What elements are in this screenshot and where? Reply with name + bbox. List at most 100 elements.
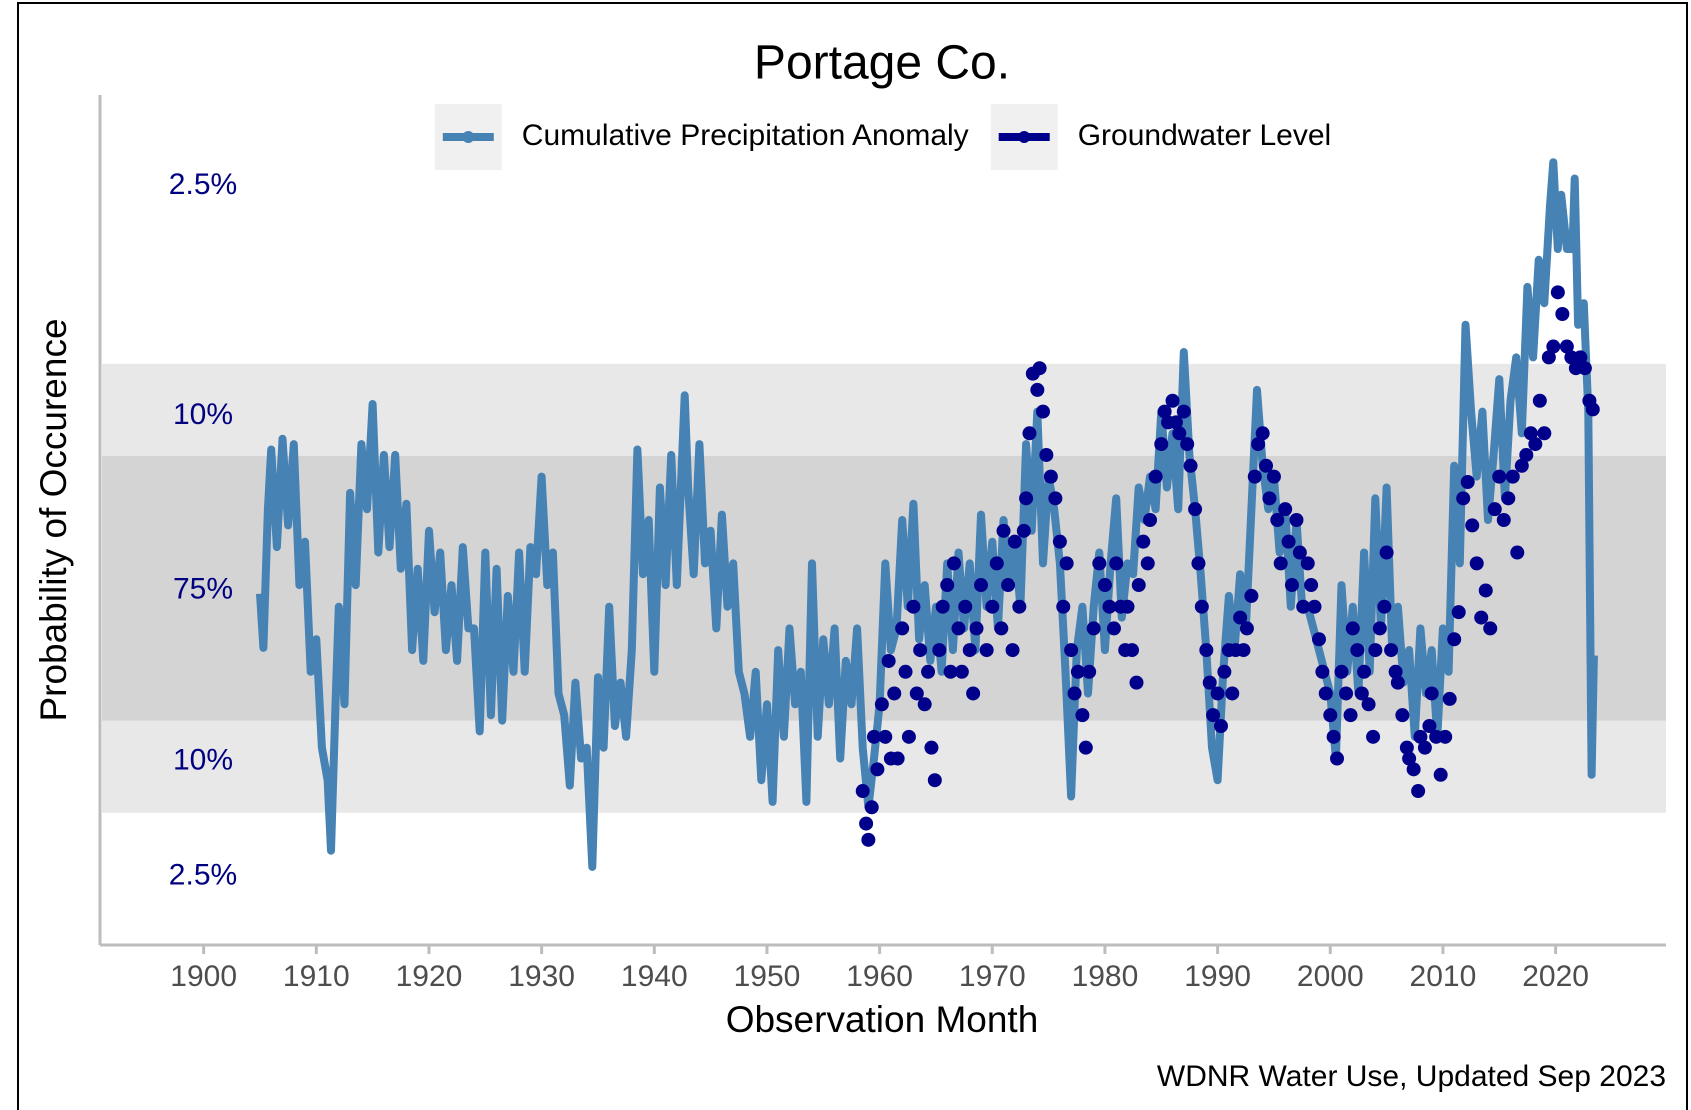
groundwater-point (1124, 643, 1139, 658)
groundwater-point (866, 729, 881, 744)
groundwater-point (927, 773, 942, 788)
groundwater-point (1451, 605, 1466, 620)
y-tick-label: 75% (173, 572, 233, 605)
groundwater-point (1067, 686, 1082, 701)
groundwater-point (1052, 534, 1067, 549)
groundwater-point (1300, 556, 1315, 571)
groundwater-point (1102, 599, 1117, 614)
groundwater-point (1148, 469, 1163, 484)
groundwater-point (1487, 502, 1502, 517)
groundwater-point (962, 643, 977, 658)
groundwater-point (1399, 740, 1414, 755)
groundwater-point (1129, 675, 1144, 690)
groundwater-point (909, 686, 924, 701)
groundwater-point (946, 556, 961, 571)
groundwater-point (1384, 643, 1399, 658)
groundwater-point (1278, 502, 1293, 517)
caption: WDNR Water Use, Updated Sep 2023 (1157, 1060, 1666, 1093)
groundwater-point (898, 664, 913, 679)
groundwater-point (1361, 697, 1376, 712)
groundwater-point (913, 643, 928, 658)
groundwater-point (994, 621, 1009, 636)
groundwater-point (1199, 643, 1214, 658)
groundwater-point (864, 800, 879, 815)
groundwater-point (1330, 751, 1345, 766)
groundwater-point (1395, 708, 1410, 723)
x-tick-label: 2010 (1410, 960, 1477, 993)
groundwater-point (935, 599, 950, 614)
groundwater-point (1035, 404, 1050, 419)
legend-label: Groundwater Level (1078, 119, 1331, 152)
groundwater-point (1251, 437, 1266, 452)
groundwater-point (1157, 404, 1172, 419)
groundwater-point (855, 784, 870, 799)
groundwater-point (1183, 458, 1198, 473)
y-axis-title: Probability of Occurence (33, 318, 74, 721)
y-tick-label: 10% (173, 744, 233, 777)
groundwater-point (1390, 675, 1405, 690)
groundwater-point (932, 643, 947, 658)
groundwater-point (954, 664, 969, 679)
legend-item: Groundwater Level (990, 104, 1331, 170)
groundwater-point (1120, 599, 1135, 614)
groundwater-point (1546, 339, 1561, 354)
groundwater-point (1343, 708, 1358, 723)
groundwater-point (1296, 599, 1311, 614)
groundwater-point (901, 729, 916, 744)
x-tick-label: 1900 (170, 960, 237, 993)
groundwater-point (1262, 491, 1277, 506)
groundwater-point (1154, 437, 1169, 452)
groundwater-point (1292, 545, 1307, 560)
groundwater-point (1372, 621, 1387, 636)
groundwater-point (1537, 426, 1552, 441)
groundwater-point (1039, 447, 1054, 462)
groundwater-point (890, 751, 905, 766)
groundwater-point (1447, 632, 1462, 647)
groundwater-point (966, 686, 981, 701)
groundwater-point (1456, 491, 1471, 506)
groundwater-point (874, 697, 889, 712)
groundwater-point (1097, 578, 1112, 593)
groundwater-point (1577, 361, 1592, 376)
groundwater-point (1168, 415, 1183, 430)
groundwater-point (878, 729, 893, 744)
frame (17, 2, 1688, 1110)
groundwater-point (1064, 643, 1079, 658)
groundwater-point (1172, 426, 1187, 441)
groundwater-point (1206, 708, 1221, 723)
groundwater-point (1519, 447, 1534, 462)
groundwater-point (917, 697, 932, 712)
groundwater-point (1345, 621, 1360, 636)
groundwater-point (1048, 491, 1063, 506)
groundwater-point (870, 762, 885, 777)
groundwater-point (1413, 729, 1428, 744)
groundwater-point (1239, 621, 1254, 636)
groundwater-point (1281, 534, 1296, 549)
groundwater-point (958, 599, 973, 614)
groundwater-point (1194, 599, 1209, 614)
groundwater-point (1217, 664, 1232, 679)
groundwater-point (1350, 643, 1365, 658)
groundwater-point (861, 832, 876, 847)
groundwater-point (1092, 556, 1107, 571)
groundwater-point (1165, 393, 1180, 408)
groundwater-point (1550, 285, 1565, 300)
legend-key-point (462, 131, 475, 143)
x-tick-label: 1930 (508, 960, 575, 993)
groundwater-point (1032, 361, 1047, 376)
groundwater-point (1070, 664, 1085, 679)
groundwater-point (881, 653, 896, 668)
x-tick-label: 1920 (396, 960, 463, 993)
legend-label: Cumulative Precipitation Anomaly (522, 119, 969, 152)
groundwater-point (895, 621, 910, 636)
legend: Cumulative Precipitation Anomaly Groundwa… (434, 104, 1331, 170)
groundwater-point (1379, 545, 1394, 560)
x-tick-label: 1910 (283, 960, 350, 993)
groundwater-point (1377, 599, 1392, 614)
groundwater-point (1043, 469, 1058, 484)
chart-title: Portage Co. (754, 37, 1010, 90)
groundwater-point (924, 740, 939, 755)
groundwater-point (1433, 767, 1448, 782)
groundwater-point (1213, 718, 1228, 733)
groundwater-point (1573, 350, 1588, 365)
